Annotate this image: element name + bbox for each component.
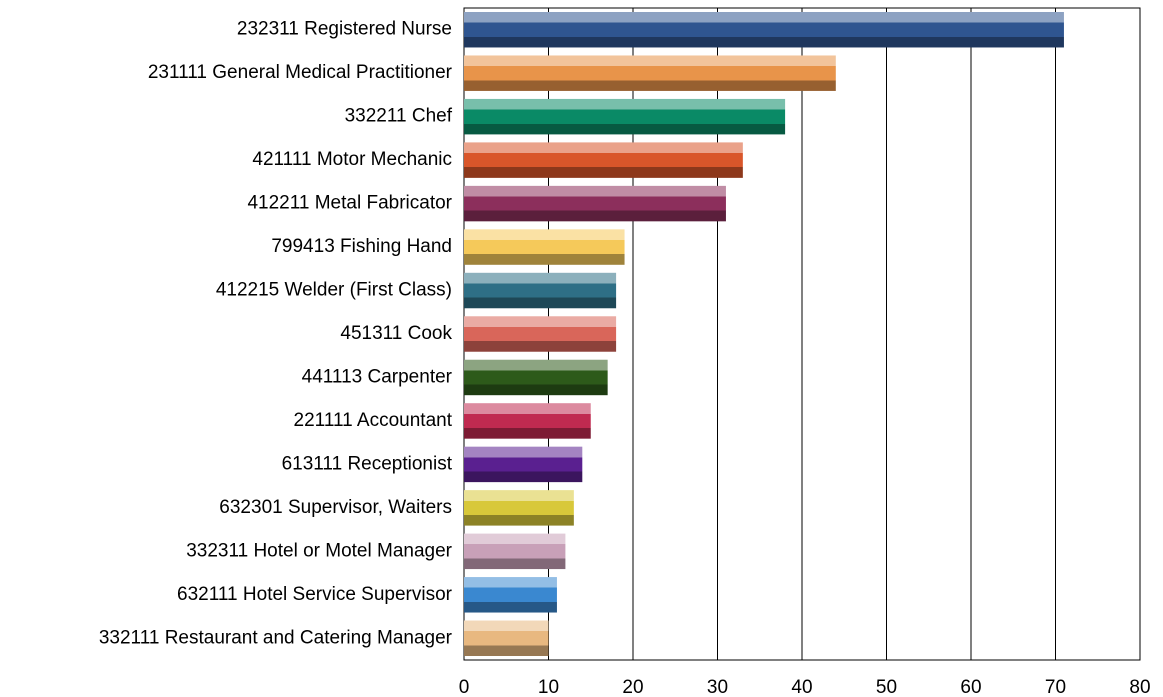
y-tick-label: 332111 Restaurant and Catering Manager <box>99 627 453 648</box>
bar <box>464 229 625 265</box>
y-tick-label: 332311 Hotel or Motel Manager <box>186 540 452 561</box>
x-tick-label: 20 <box>622 677 643 697</box>
y-tick-label: 632301 Supervisor, Waiters <box>219 497 452 518</box>
y-tick-label: 412215 Welder (First Class) <box>216 280 452 301</box>
bar <box>464 316 617 352</box>
bar <box>464 359 608 396</box>
bar <box>464 185 726 222</box>
y-tick-label: 451311 Cook <box>340 323 452 344</box>
y-tick-label: 441113 Carpenter <box>302 366 453 387</box>
x-tick-label: 70 <box>1045 677 1066 697</box>
y-tick-label: 332211 Chef <box>345 106 453 127</box>
bar <box>464 98 786 135</box>
bar <box>464 446 583 483</box>
y-tick-label: 799413 Fishing Hand <box>271 236 452 257</box>
bar <box>464 403 591 439</box>
y-tick-label: 421111 Motor Mechanic <box>252 149 452 170</box>
x-tick-label: 80 <box>1129 677 1150 697</box>
bar <box>464 142 743 178</box>
bar <box>464 533 566 570</box>
y-tick-label: 231111 General Medical Practitioner <box>148 62 453 83</box>
y-tick-label: 613111 Receptionist <box>282 453 453 474</box>
y-tick-label: 232311 Registered Nurse <box>237 19 452 40</box>
bar <box>464 490 574 526</box>
x-tick-label: 30 <box>707 677 728 697</box>
bar <box>464 577 557 613</box>
y-tick-label: 221111 Accountant <box>294 410 453 431</box>
x-tick-label: 50 <box>876 677 897 697</box>
x-tick-label: 10 <box>538 677 559 697</box>
y-tick-label: 632111 Hotel Service Supervisor <box>177 584 453 605</box>
x-tick-label: 60 <box>960 677 981 697</box>
bar <box>464 55 836 91</box>
x-tick-label: 0 <box>459 677 470 697</box>
x-tick-label: 40 <box>791 677 812 697</box>
y-tick-label: 412211 Metal Fabricator <box>247 193 452 214</box>
bar <box>464 620 549 656</box>
bar <box>464 272 617 309</box>
bar <box>464 12 1064 48</box>
